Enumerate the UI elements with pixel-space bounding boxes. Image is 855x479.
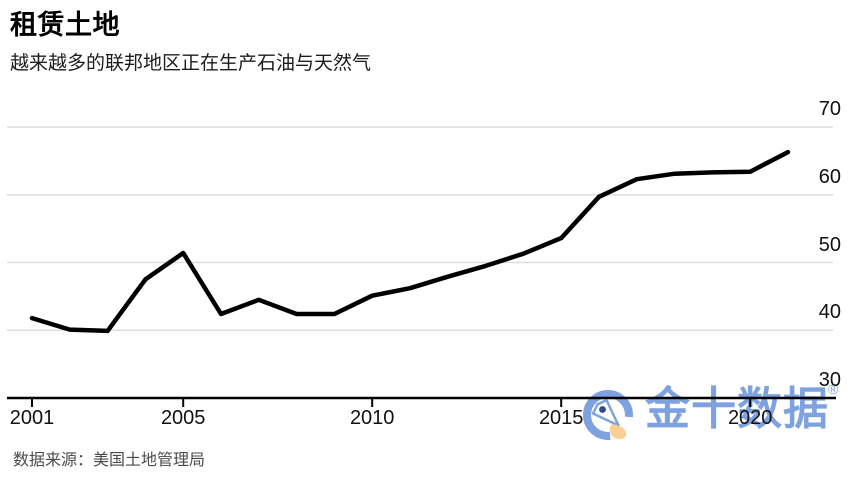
y-axis-label: 30	[818, 369, 841, 391]
data-line	[29, 149, 791, 334]
x-axis-label: 2020	[727, 407, 773, 429]
y-axis-label: 50	[818, 233, 841, 256]
chart-title: 租赁土地	[10, 10, 120, 40]
x-axis-label: 2010	[349, 407, 395, 429]
y-axis-label: 40	[818, 301, 841, 324]
y-axis-label: 60	[818, 165, 841, 188]
jin10-logo-icon	[583, 390, 633, 440]
x-axis-label: 2001	[9, 407, 55, 429]
x-axis-label: 2015	[538, 407, 584, 429]
watermark-text: 金十数据	[645, 383, 830, 434]
x-axis-label: 2005	[160, 407, 206, 429]
registered-mark-icon: ®	[828, 381, 839, 397]
y-axis-label: 70	[818, 98, 841, 120]
source-note: 数据来源：美国土地管理局	[13, 452, 206, 469]
watermark: 金十数据 ®	[582, 374, 848, 450]
chart-subtitle: 越来越多的联邦地区正在生产石油与天然气	[10, 53, 372, 74]
